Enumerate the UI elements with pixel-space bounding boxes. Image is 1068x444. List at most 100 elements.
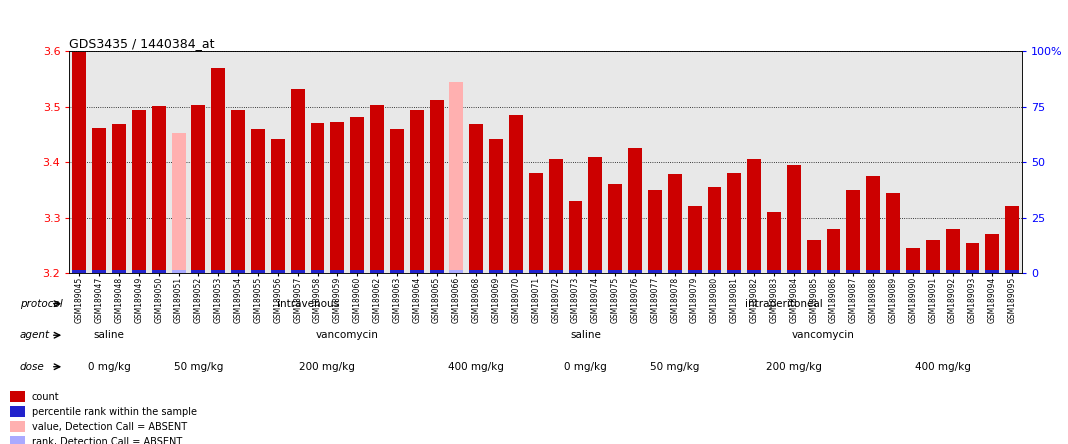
Bar	[767, 212, 781, 273]
Bar	[509, 270, 523, 273]
Text: 0 mg/kg: 0 mg/kg	[564, 362, 607, 372]
Bar	[707, 187, 721, 273]
Bar	[886, 270, 900, 273]
Text: 400 mg/kg: 400 mg/kg	[449, 362, 504, 372]
Bar	[965, 242, 979, 273]
Bar	[609, 270, 623, 273]
Bar	[152, 270, 166, 273]
Text: 400 mg/kg: 400 mg/kg	[915, 362, 971, 372]
Text: intravenous: intravenous	[277, 299, 339, 309]
Bar	[390, 270, 404, 273]
Bar	[549, 159, 563, 273]
Text: 50 mg/kg: 50 mg/kg	[174, 362, 223, 372]
Bar	[827, 229, 841, 273]
Bar	[926, 240, 940, 273]
Bar	[945, 229, 959, 273]
Bar	[847, 190, 861, 273]
Bar	[986, 270, 1000, 273]
Text: GDS3435 / 1440384_at: GDS3435 / 1440384_at	[69, 37, 215, 50]
Bar	[628, 270, 642, 273]
Bar	[866, 270, 880, 273]
Bar	[688, 270, 702, 273]
Bar	[727, 173, 741, 273]
Bar	[509, 115, 523, 273]
Text: saline: saline	[94, 330, 125, 340]
Bar	[290, 270, 304, 273]
Bar	[806, 270, 820, 273]
Bar	[132, 270, 146, 273]
Bar	[410, 270, 424, 273]
Bar	[92, 128, 106, 273]
Bar	[410, 111, 424, 273]
Text: count: count	[32, 392, 60, 402]
Text: agent: agent	[20, 330, 50, 340]
Bar	[11, 436, 25, 444]
Bar	[668, 270, 681, 273]
Bar	[549, 270, 563, 273]
Text: 200 mg/kg: 200 mg/kg	[766, 362, 821, 372]
Text: value, Detection Call = ABSENT: value, Detection Call = ABSENT	[32, 422, 187, 432]
Bar	[748, 159, 761, 273]
Bar	[231, 111, 245, 273]
Bar	[191, 270, 205, 273]
Bar	[231, 270, 245, 273]
Bar	[529, 270, 543, 273]
Bar	[568, 201, 582, 273]
Text: dose: dose	[20, 362, 45, 372]
Bar	[609, 184, 623, 273]
Text: intraperitoneal: intraperitoneal	[745, 299, 822, 309]
Bar	[648, 190, 662, 273]
Bar	[330, 122, 344, 273]
Bar	[450, 82, 464, 273]
Bar	[251, 270, 265, 273]
Bar	[73, 52, 87, 273]
Bar	[926, 270, 940, 273]
Bar	[450, 270, 464, 273]
Bar	[906, 270, 920, 273]
Bar	[787, 270, 801, 273]
Bar	[469, 124, 483, 273]
Bar	[371, 270, 384, 273]
Bar	[311, 270, 325, 273]
Text: protocol: protocol	[20, 299, 63, 309]
Bar	[588, 270, 602, 273]
Bar	[847, 270, 861, 273]
Bar	[688, 206, 702, 273]
Bar	[568, 270, 582, 273]
Bar	[112, 124, 126, 273]
Bar	[271, 270, 285, 273]
Bar	[429, 100, 443, 273]
Bar	[11, 421, 25, 432]
Bar	[1005, 206, 1019, 273]
Text: saline: saline	[570, 330, 601, 340]
Bar	[429, 270, 443, 273]
Bar	[945, 270, 959, 273]
Bar	[371, 106, 384, 273]
Text: vancomycin: vancomycin	[316, 330, 379, 340]
Bar	[172, 270, 186, 273]
Bar	[11, 407, 25, 417]
Bar	[806, 240, 820, 273]
Text: rank, Detection Call = ABSENT: rank, Detection Call = ABSENT	[32, 437, 182, 444]
Bar	[767, 270, 781, 273]
Bar	[172, 133, 186, 273]
Text: 50 mg/kg: 50 mg/kg	[650, 362, 700, 372]
Bar	[748, 270, 761, 273]
Text: 0 mg/kg: 0 mg/kg	[88, 362, 130, 372]
Bar	[1005, 270, 1019, 273]
Bar	[489, 139, 503, 273]
Bar	[73, 270, 87, 273]
Text: percentile rank within the sample: percentile rank within the sample	[32, 407, 197, 416]
Bar	[330, 270, 344, 273]
Bar	[668, 174, 681, 273]
Bar	[588, 157, 602, 273]
Bar	[390, 129, 404, 273]
Bar	[112, 270, 126, 273]
Bar	[211, 68, 225, 273]
Text: 200 mg/kg: 200 mg/kg	[299, 362, 356, 372]
Bar	[727, 270, 741, 273]
Bar	[350, 117, 364, 273]
Bar	[469, 270, 483, 273]
Bar	[191, 105, 205, 273]
Bar	[648, 270, 662, 273]
